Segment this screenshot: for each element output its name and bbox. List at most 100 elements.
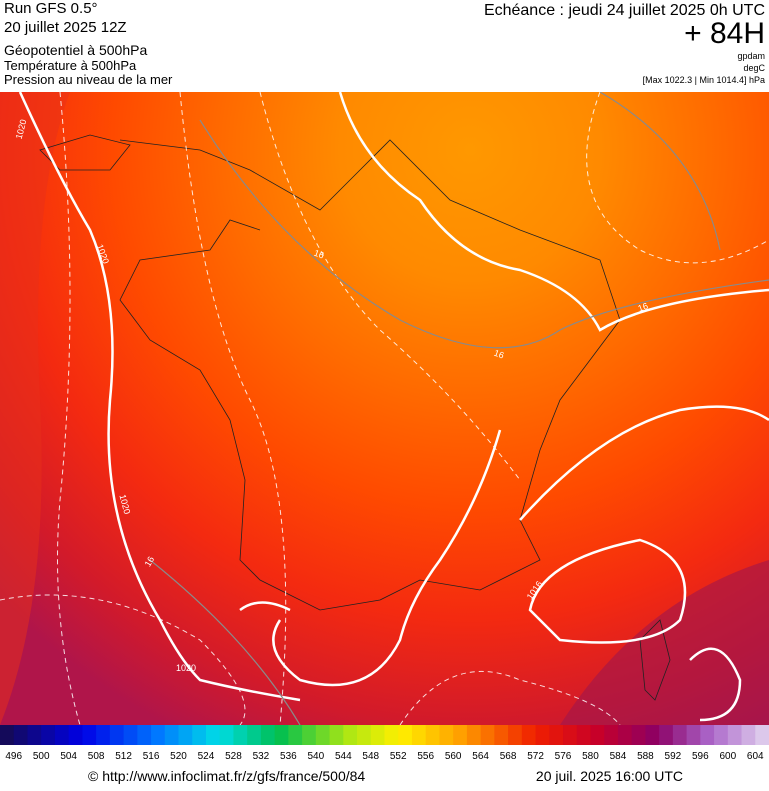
- scale-label: 588: [637, 751, 654, 762]
- scale-swatch: [411, 725, 427, 745]
- field-label: Température à 500hPa: [4, 58, 137, 73]
- contour-label: 1020: [176, 663, 196, 673]
- map-field: [0, 92, 769, 725]
- scale-swatch: [508, 725, 523, 745]
- scale-label: 516: [143, 751, 160, 762]
- scale-swatch: [617, 725, 633, 745]
- unit-label: degC: [743, 63, 765, 73]
- scale-swatch: [302, 725, 317, 745]
- scale-label: 512: [115, 751, 132, 762]
- scale-label: 504: [60, 751, 77, 762]
- scale-swatch: [137, 725, 152, 745]
- geopotential-line: [149, 92, 769, 725]
- scale-swatch: [480, 725, 495, 745]
- scale-swatch: [645, 725, 660, 745]
- scale-swatch: [535, 725, 550, 745]
- scale-label: 572: [527, 751, 544, 762]
- scale-swatch: [370, 725, 385, 745]
- scale-swatch: [659, 725, 674, 745]
- scale-label: 536: [280, 751, 297, 762]
- scale-swatch: [233, 725, 248, 745]
- field-label: Géopotentiel à 500hPa: [4, 42, 147, 58]
- scale-label: 552: [390, 751, 407, 762]
- scale-label: 580: [582, 751, 599, 762]
- scale-swatch: [398, 725, 413, 745]
- scale-swatch: [260, 725, 276, 745]
- scale-label: 560: [445, 751, 462, 762]
- scale-label: 556: [417, 751, 434, 762]
- unit-label: gpdam: [737, 51, 765, 61]
- run-date: 20 juillet 2025 12Z: [4, 19, 127, 36]
- isobar: [18, 92, 769, 722]
- contour-label: 16: [143, 555, 157, 569]
- scale-swatch: [700, 725, 715, 745]
- scale-label: 532: [253, 751, 270, 762]
- scale-swatch: [68, 725, 83, 745]
- scale-swatch: [686, 725, 701, 745]
- scale-swatch: [96, 725, 111, 745]
- scale-swatch: [247, 725, 262, 745]
- scale-label: 548: [362, 751, 379, 762]
- scale-swatch: [741, 725, 756, 745]
- scale-label: 520: [170, 751, 187, 762]
- scale-swatch: [192, 725, 207, 745]
- contour-label: 16: [493, 348, 506, 361]
- scale-label: 576: [555, 751, 572, 762]
- scale-swatch: [274, 725, 289, 745]
- scale-swatch: [27, 725, 42, 745]
- scale-swatch: [54, 725, 70, 745]
- range-label: [Max 1022.3 | Min 1014.4] hPa: [643, 75, 765, 85]
- scale-swatch: [315, 725, 331, 745]
- scale-label: 568: [500, 751, 517, 762]
- scale-swatch: [384, 725, 399, 745]
- scale-swatch: [494, 725, 509, 745]
- field-label: Pression au niveau de la mer: [4, 72, 173, 87]
- scale-label: 528: [225, 751, 242, 762]
- scale-label: 600: [719, 751, 736, 762]
- scale-label: 592: [665, 751, 682, 762]
- scale-label: 500: [33, 751, 50, 762]
- scale-swatch: [357, 725, 372, 745]
- scale-swatch: [82, 725, 97, 745]
- scale-swatch: [219, 725, 234, 745]
- scale-swatch: [466, 725, 482, 745]
- scale-label: 540: [307, 751, 324, 762]
- shade: [0, 92, 70, 725]
- color-scale: 496 500 504 508 512 516 520 524 528 532 536 540 544 5…: [0, 725, 769, 762]
- issued-time: 20 juil. 2025 16:00 UTC: [536, 768, 683, 784]
- scale-swatch: [13, 725, 28, 745]
- scale-swatch: [604, 725, 619, 745]
- scale-swatch: [714, 725, 729, 745]
- scale-label: 564: [472, 751, 489, 762]
- scale-label: 584: [610, 751, 627, 762]
- scale-swatch: [41, 725, 56, 745]
- run-title: Run GFS 0.5°: [4, 0, 98, 17]
- scale-swatch: [0, 725, 15, 745]
- scale-swatch: [755, 725, 769, 745]
- scale-swatch: [727, 725, 743, 745]
- scale-swatch: [178, 725, 193, 745]
- source-url: © http://www.infoclimat.fr/z/gfs/france/…: [88, 768, 365, 784]
- scale-swatch: [576, 725, 591, 745]
- scale-swatch: [521, 725, 537, 745]
- scale-swatch: [151, 725, 166, 745]
- scale-swatch: [590, 725, 605, 745]
- valid-time: Echéance : jeudi 24 juillet 2025 0h UTC: [484, 2, 765, 19]
- scale-label: 524: [198, 751, 215, 762]
- scale-swatch: [343, 725, 358, 745]
- scale-swatch: [439, 725, 454, 745]
- shade: [560, 560, 769, 725]
- contour-label: 16: [313, 248, 326, 261]
- scale-swatch: [425, 725, 440, 745]
- scale-swatch: [549, 725, 564, 745]
- scale-label: 544: [335, 751, 352, 762]
- scale-swatch: [631, 725, 646, 745]
- scale-label: 508: [88, 751, 105, 762]
- scale-label: 496: [5, 751, 22, 762]
- contour-label: 16: [637, 301, 650, 314]
- scale-swatch: [453, 725, 468, 745]
- scale-label: 604: [747, 751, 764, 762]
- scale-swatch: [109, 725, 125, 745]
